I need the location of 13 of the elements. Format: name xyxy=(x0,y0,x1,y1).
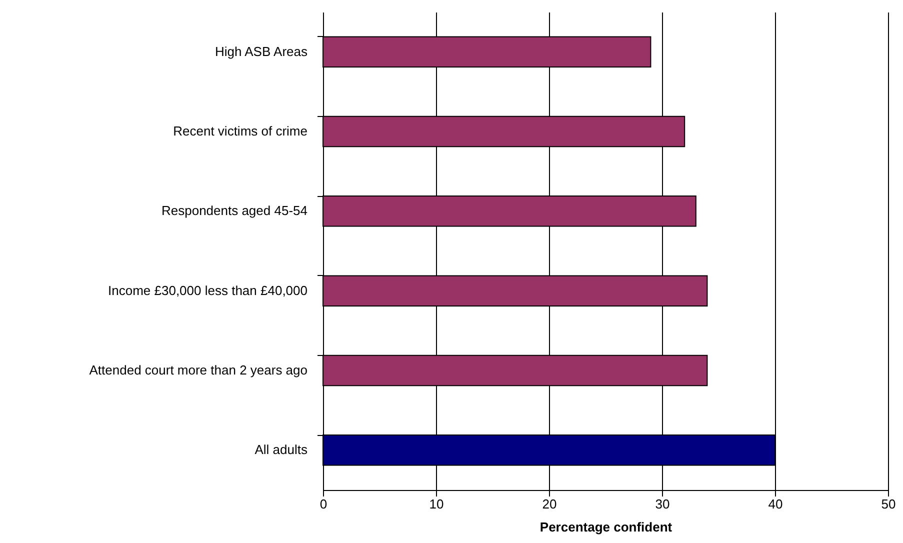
y-tick-label: Recent victims of crime xyxy=(173,124,308,138)
y-tick-label: Attended court more than 2 years ago xyxy=(89,362,308,378)
x-tick-label: 50 xyxy=(881,496,896,512)
x-tick-label: 40 xyxy=(768,496,783,512)
x-tick-label: 20 xyxy=(542,496,557,512)
y-tick-label: Respondents aged 45-54 xyxy=(161,203,308,218)
x-tick-label: 0 xyxy=(320,496,328,512)
x-axis-title: Percentage confident xyxy=(540,520,673,534)
y-tick-label: High ASB Areas xyxy=(215,44,308,59)
x-tick-label: 10 xyxy=(429,496,444,512)
y-tick-label: All adults xyxy=(254,442,308,458)
y-tick-label: Income £30,000 less than £40,000 xyxy=(108,282,308,298)
x-tick-label: 30 xyxy=(655,496,670,512)
